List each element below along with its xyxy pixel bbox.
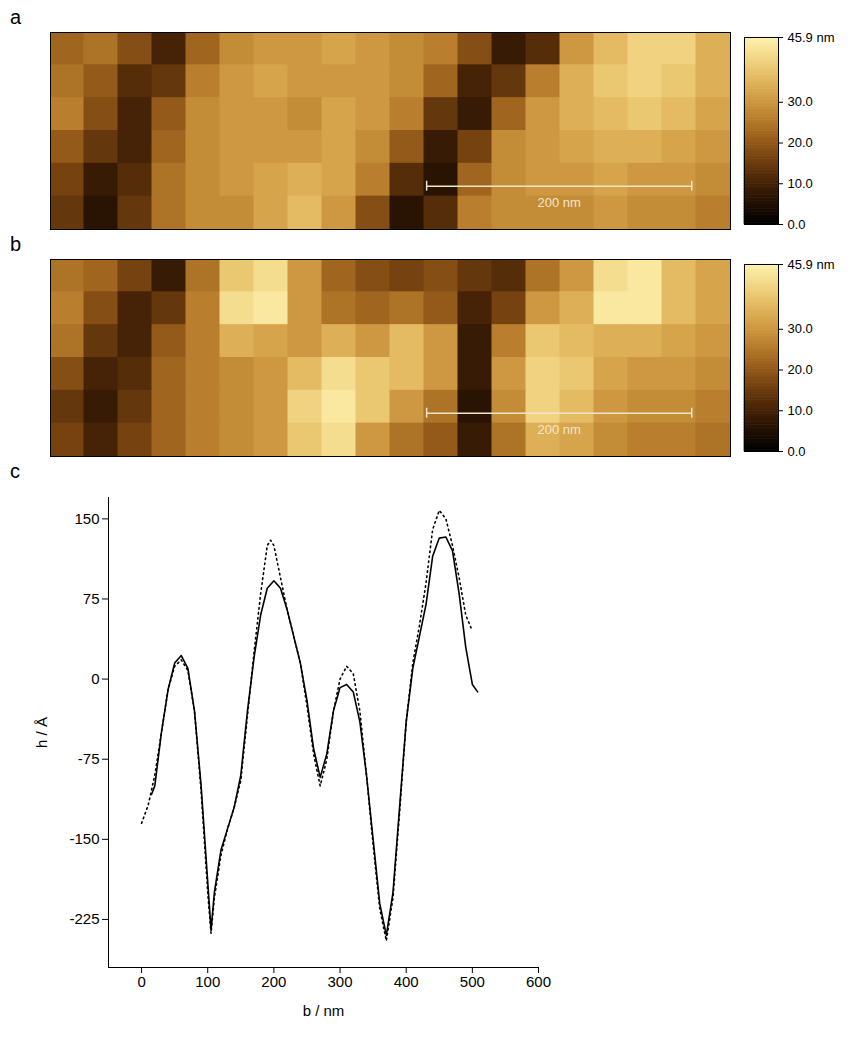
svg-text:20.0: 20.0: [788, 362, 813, 377]
svg-text:150: 150: [74, 510, 99, 527]
svg-text:0: 0: [91, 670, 99, 687]
svg-text:200 nm: 200 nm: [537, 195, 580, 210]
svg-text:200: 200: [261, 973, 286, 990]
svg-text:b / nm: b / nm: [303, 1002, 345, 1019]
svg-text:10.0: 10.0: [788, 176, 813, 191]
svg-text:0.0: 0.0: [788, 217, 806, 232]
svg-text:500: 500: [460, 973, 485, 990]
svg-text:30.0: 30.0: [788, 321, 813, 336]
svg-text:400: 400: [394, 973, 419, 990]
svg-text:-75: -75: [78, 750, 100, 767]
html-text:c: c: [10, 460, 20, 482]
svg-text:10.0: 10.0: [788, 403, 813, 418]
html-text:b: b: [10, 233, 22, 255]
svg-text:0.0: 0.0: [788, 444, 806, 459]
svg-text:300: 300: [328, 973, 353, 990]
svg-text:75: 75: [83, 590, 100, 607]
svg-text:45.9 nm: 45.9 nm: [788, 257, 835, 272]
svg-text:30.0: 30.0: [788, 94, 813, 109]
html-text:a: a: [10, 6, 22, 28]
svg-text:200 nm: 200 nm: [537, 422, 580, 437]
svg-text:h / Å: h / Å: [33, 717, 50, 748]
svg-text:-225: -225: [69, 910, 99, 927]
svg-text:0: 0: [137, 973, 145, 990]
svg-text:20.0: 20.0: [788, 135, 813, 150]
svg-text:100: 100: [195, 973, 220, 990]
svg-text:600: 600: [526, 973, 551, 990]
svg-text:45.9 nm: 45.9 nm: [788, 30, 835, 45]
svg-text:-150: -150: [69, 830, 99, 847]
